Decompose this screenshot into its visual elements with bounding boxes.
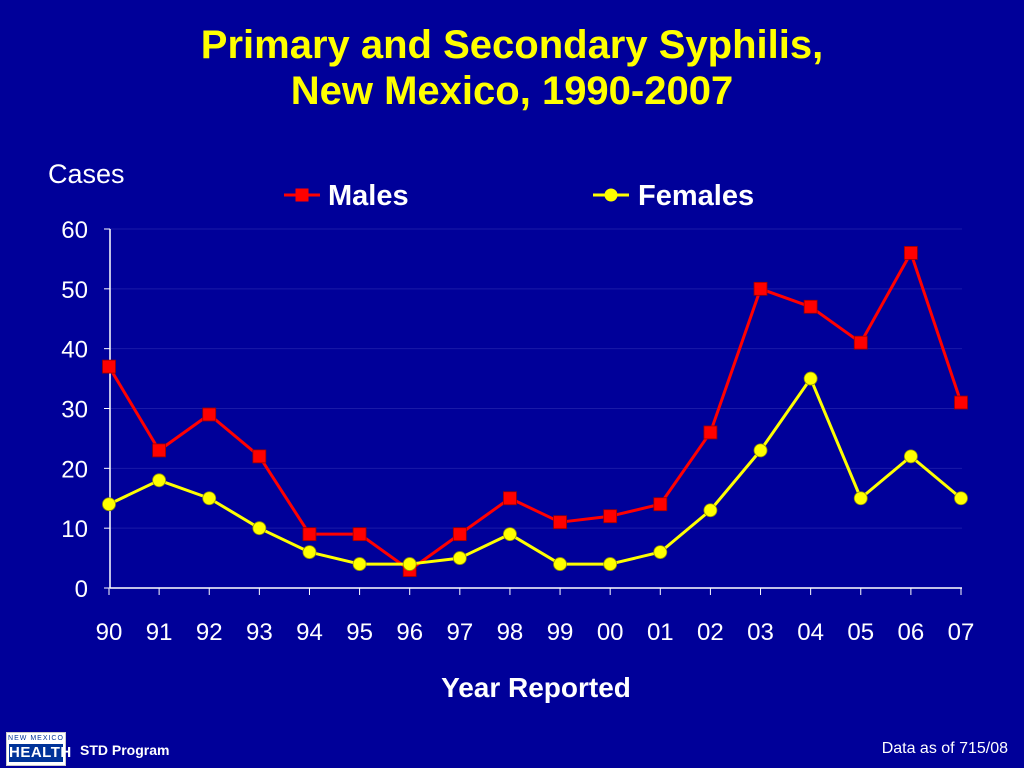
females-point — [954, 491, 968, 506]
x-tick-label: 97 — [446, 619, 473, 646]
females-point — [352, 557, 367, 571]
y-tick-label: 0 — [75, 576, 88, 603]
data-as-of-label: Data as of 715/08 — [881, 740, 1008, 757]
males-point — [352, 527, 367, 542]
males-point — [853, 335, 868, 350]
x-tick-label: 90 — [96, 619, 123, 646]
males-point — [803, 299, 818, 314]
males-legend-label: Males — [328, 180, 409, 212]
y-axis-label: Cases — [48, 159, 125, 189]
x-tick-label: 06 — [898, 619, 925, 646]
x-tick-label: 03 — [747, 619, 774, 646]
y-tick-label: 60 — [61, 217, 88, 244]
males-point — [102, 359, 116, 374]
males-point — [302, 527, 317, 542]
nm-health-logo: NEW MEXICO HEALTH — [6, 732, 72, 766]
x-tick-label: 04 — [797, 619, 824, 646]
females-legend-label: Females — [638, 180, 754, 212]
females-point — [903, 449, 918, 464]
x-tick-label: 95 — [346, 619, 373, 646]
y-tick-label: 50 — [61, 277, 88, 304]
females-point — [202, 491, 217, 506]
females-legend-marker — [604, 188, 618, 202]
females-point — [102, 497, 116, 512]
line-chart: 0 10 20 30 40 50 60 90 91 92 93 94 95 96 97 98 99 00 01 02… — [48, 159, 975, 703]
males-point — [152, 443, 167, 458]
females-point — [803, 371, 818, 386]
males-point — [703, 425, 718, 440]
males-point — [553, 515, 567, 530]
program-label: STD Program — [80, 742, 170, 758]
females-point — [302, 545, 317, 559]
males-point — [653, 497, 668, 512]
data-series — [102, 246, 968, 577]
males-point — [202, 407, 217, 422]
males-point — [452, 527, 467, 542]
grid-lines — [110, 228, 962, 529]
x-tick-label: 01 — [647, 619, 674, 646]
chart-title: Primary and Secondary Syphilis, New Mexi… — [0, 22, 1024, 114]
y-tick-label: 30 — [61, 397, 88, 424]
logo-small-text: NEW MEXICO — [8, 735, 64, 742]
footer — [0, 730, 1024, 768]
males-point — [252, 449, 267, 464]
females-point — [553, 557, 567, 571]
y-tick-label: 40 — [61, 337, 88, 364]
males-point — [753, 281, 768, 296]
females-point — [753, 443, 768, 458]
females-point — [603, 557, 618, 571]
females-point — [402, 557, 417, 571]
x-tick-label: 99 — [547, 619, 574, 646]
males-legend-marker — [295, 188, 309, 202]
females-point — [452, 551, 467, 565]
y-tick-label: 10 — [61, 516, 88, 543]
x-axis-label: Year Reported — [441, 672, 631, 703]
x-tick-label: 94 — [296, 619, 323, 646]
x-tick-label: 07 — [948, 619, 975, 646]
x-tick-label: 00 — [597, 619, 624, 646]
chart-title-line-2: New Mexico, 1990-2007 — [290, 69, 734, 113]
y-tick-label: 20 — [61, 456, 88, 483]
logo-big-text: HEALTH — [9, 744, 72, 762]
x-tick-label: 93 — [246, 619, 273, 646]
x-tick-label: 05 — [847, 619, 874, 646]
x-tick-labels: 90 91 92 93 94 95 96 97 98 99 00 01 02 03 04 05 06 07 — [96, 619, 975, 646]
females-point — [853, 491, 868, 506]
females-point — [503, 527, 517, 542]
females-point — [703, 503, 718, 518]
chart-title-line-1: Primary and Secondary Syphilis, — [200, 23, 824, 67]
y-tick-labels: 0 10 20 30 40 50 60 — [61, 217, 88, 603]
males-point — [503, 491, 517, 506]
females-point — [653, 545, 668, 559]
x-tick-label: 96 — [396, 619, 423, 646]
legend: Males Females — [284, 180, 754, 212]
females-point — [152, 473, 167, 488]
males-series-line — [107, 251, 963, 572]
x-tick-label: 98 — [497, 619, 524, 646]
females-series-line — [108, 377, 962, 566]
x-tick-label: 92 — [196, 619, 223, 646]
females-point — [252, 521, 267, 536]
x-tick-label: 91 — [146, 619, 173, 646]
x-tick-label: 02 — [697, 619, 724, 646]
males-point — [954, 395, 968, 410]
males-point — [603, 509, 618, 524]
males-point — [903, 246, 918, 260]
axes — [104, 228, 962, 595]
